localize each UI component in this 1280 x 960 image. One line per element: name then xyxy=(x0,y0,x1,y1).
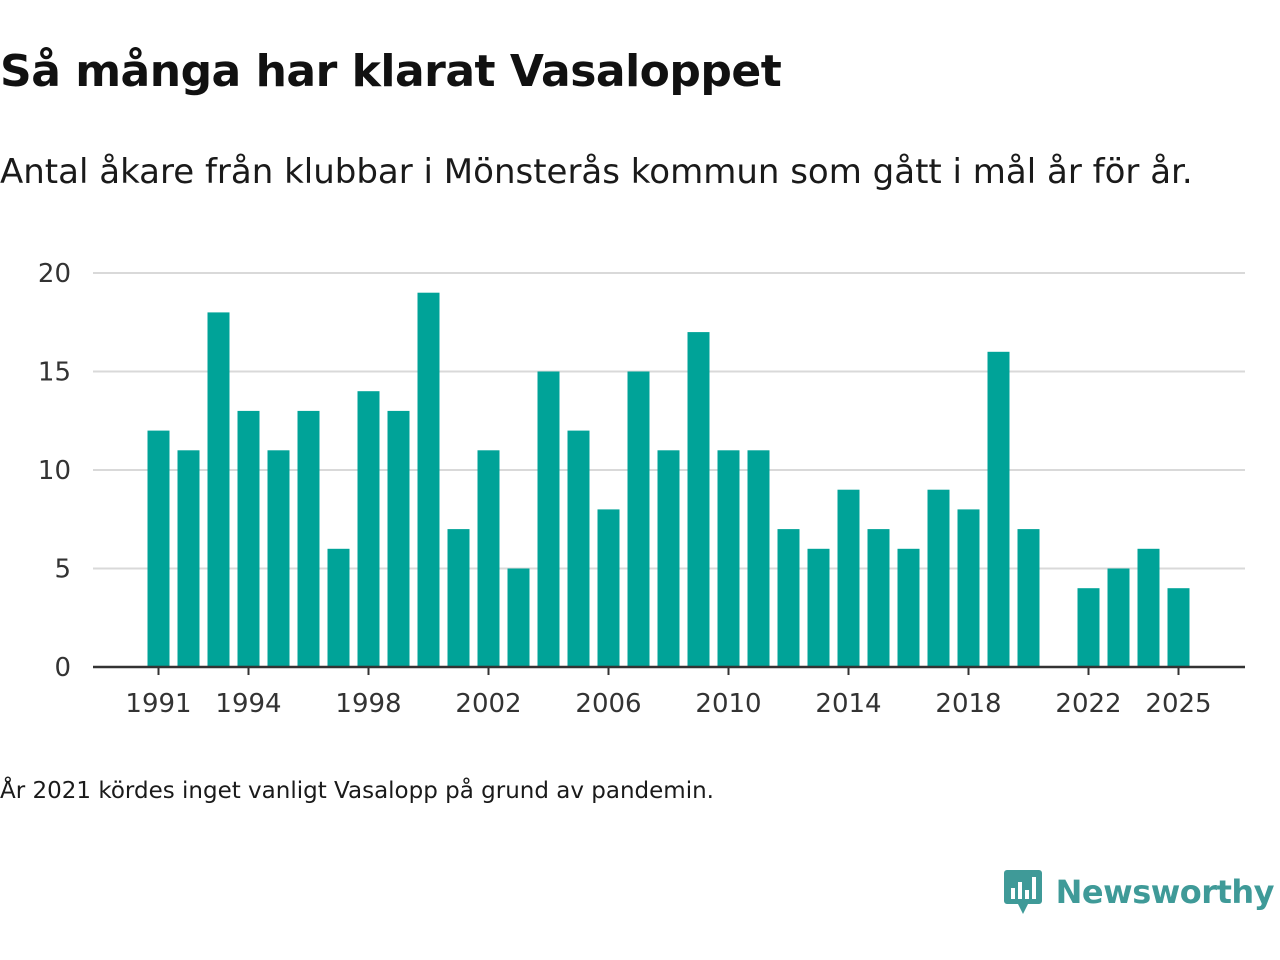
brand-logo: Newsworthy xyxy=(1003,868,1275,916)
bar-1992 xyxy=(177,450,200,667)
bar-2000 xyxy=(417,292,440,667)
bar-1997 xyxy=(327,548,350,667)
chart-title: Så många har klarat Vasaloppet xyxy=(0,46,782,97)
bar-2017 xyxy=(927,489,950,667)
x-tick-label-2014: 2014 xyxy=(815,689,881,719)
y-tick-label-15: 15 xyxy=(38,358,71,388)
bar-1998 xyxy=(357,391,380,667)
bar-1999 xyxy=(387,410,410,667)
bar-2004 xyxy=(537,371,560,667)
y-axis-ticks: 0 5 10 15 20 xyxy=(38,259,71,683)
bars xyxy=(147,292,1190,667)
x-tick-label-2002: 2002 xyxy=(455,689,521,719)
bar-2006 xyxy=(597,509,620,667)
bar-1996 xyxy=(297,410,320,667)
x-axis-ticks: 1991 1994 1998 2002 2006 2010 2014 2018 2022 2025 xyxy=(125,667,1212,719)
newsworthy-logo-icon xyxy=(1003,870,1042,914)
bar-2003 xyxy=(507,568,530,667)
y-tick-label-0: 0 xyxy=(54,653,71,683)
bar-chart: 0 5 10 15 20 1991 1994 1998 2002 2006 2010 2014 201… xyxy=(38,259,1245,719)
bar-2025 xyxy=(1167,588,1190,667)
bar-2002 xyxy=(477,450,500,667)
chart-subtitle: Antal åkare från klubbar i Mönsterås kom… xyxy=(0,152,1193,192)
x-tick-label-1991: 1991 xyxy=(125,689,191,719)
bar-2011 xyxy=(747,450,770,667)
bar-2008 xyxy=(657,450,680,667)
brand-name: Newsworthy xyxy=(1055,873,1275,911)
y-tick-label-20: 20 xyxy=(38,259,71,289)
x-tick-label-2022: 2022 xyxy=(1055,689,1121,719)
bar-2013 xyxy=(807,548,830,667)
bar-2001 xyxy=(447,529,470,667)
y-tick-label-5: 5 xyxy=(54,555,71,585)
bar-2023 xyxy=(1107,568,1130,667)
bar-1993 xyxy=(207,312,230,667)
bar-1991 xyxy=(147,430,170,667)
x-tick-label-2018: 2018 xyxy=(935,689,1001,719)
bar-2016 xyxy=(897,548,920,667)
y-tick-label-10: 10 xyxy=(38,456,71,486)
bar-2010 xyxy=(717,450,740,667)
bar-2020 xyxy=(1017,529,1040,667)
bar-2009 xyxy=(687,332,710,667)
bar-2015 xyxy=(867,529,890,667)
bar-2019 xyxy=(987,351,1010,667)
bar-2024 xyxy=(1137,548,1160,667)
bar-2022 xyxy=(1077,588,1100,667)
bar-1994 xyxy=(237,410,260,667)
x-tick-label-2010: 2010 xyxy=(695,689,761,719)
bar-2005 xyxy=(567,430,590,667)
footnote: År 2021 kördes inget vanligt Vasalopp på… xyxy=(0,778,714,804)
x-tick-label-2025: 2025 xyxy=(1145,689,1211,719)
bar-2012 xyxy=(777,529,800,667)
x-tick-label-1998: 1998 xyxy=(335,689,401,719)
bar-1995 xyxy=(267,450,290,667)
bar-2018 xyxy=(957,509,980,667)
x-tick-label-1994: 1994 xyxy=(215,689,281,719)
bar-2007 xyxy=(627,371,650,667)
bar-2014 xyxy=(837,489,860,667)
x-tick-label-2006: 2006 xyxy=(575,689,641,719)
